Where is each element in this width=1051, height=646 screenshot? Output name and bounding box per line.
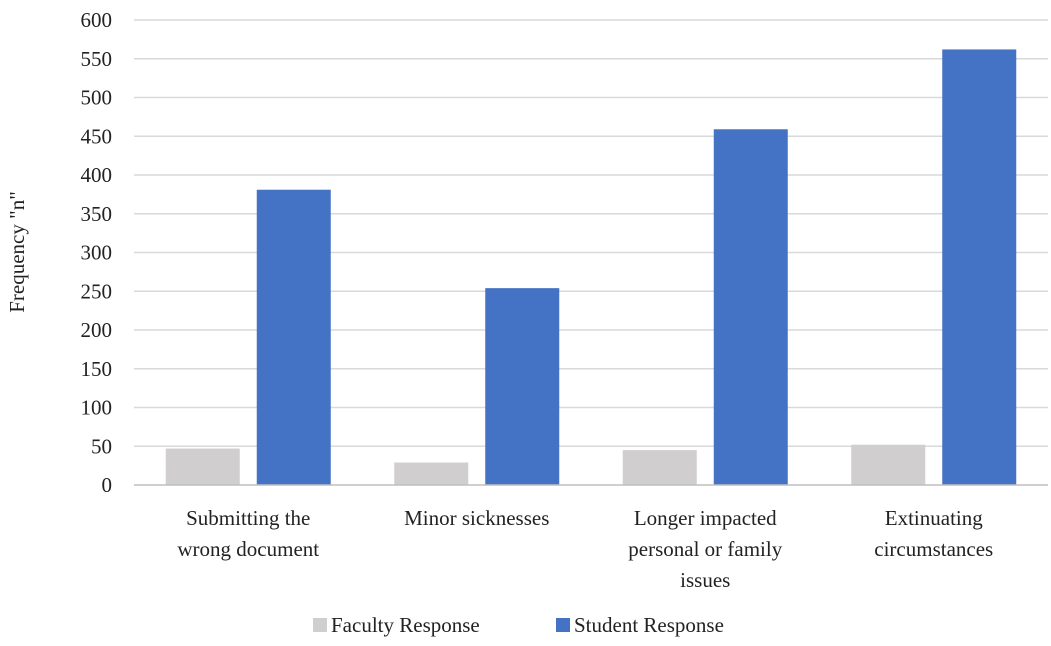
legend-swatch — [313, 618, 327, 632]
x-category-label: personal or family — [628, 537, 782, 561]
y-tick-label: 100 — [81, 396, 113, 420]
bar-faculty — [851, 444, 926, 485]
legend-label: Student Response — [574, 613, 724, 637]
bars — [165, 49, 1017, 485]
x-category-label: Extinuating — [885, 506, 983, 530]
x-category-label: circumstances — [874, 537, 993, 561]
x-category-label: Longer impacted — [634, 506, 777, 530]
x-category-label: Submitting the — [186, 506, 310, 530]
legend-label: Faculty Response — [331, 613, 480, 637]
bar-student — [256, 189, 331, 485]
x-category-label: issues — [680, 568, 730, 592]
y-tick-label: 600 — [81, 8, 113, 32]
axis-labels: 0 50 100 150 200 250 300 350 400 450 500 550 600 Subm… — [81, 8, 994, 592]
y-tick-label: 0 — [102, 473, 113, 497]
y-tick-label: 50 — [91, 434, 112, 458]
bar-faculty — [622, 450, 697, 485]
y-tick-label: 450 — [81, 124, 113, 148]
bar-student — [713, 129, 788, 485]
bar-student — [485, 288, 560, 485]
bar-student — [942, 49, 1017, 485]
x-category-label: wrong document — [177, 537, 319, 561]
bar-faculty — [394, 462, 469, 485]
legend: Faculty Response Student Response — [313, 613, 724, 637]
y-tick-label: 300 — [81, 241, 113, 265]
y-tick-label: 200 — [81, 318, 113, 342]
y-axis-title: Frequency "n" — [5, 191, 29, 313]
bar-faculty — [165, 448, 240, 485]
y-tick-label: 500 — [81, 86, 113, 110]
y-tick-label: 400 — [81, 163, 113, 187]
y-tick-label: 250 — [81, 279, 113, 303]
y-tick-label: 550 — [81, 47, 113, 71]
y-tick-label: 150 — [81, 357, 113, 381]
legend-swatch — [556, 618, 570, 632]
y-tick-label: 350 — [81, 202, 113, 226]
x-category-label: Minor sicknesses — [404, 506, 549, 530]
